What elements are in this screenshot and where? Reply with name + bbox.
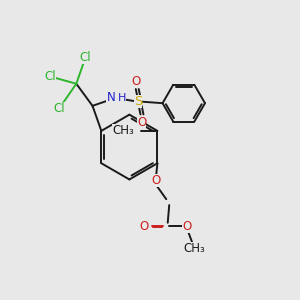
Text: CH₃: CH₃ [112,124,134,137]
Text: O: O [151,174,160,188]
Text: O: O [131,75,140,88]
Text: H: H [118,93,126,103]
Text: Cl: Cl [54,102,65,115]
Text: O: O [182,220,191,233]
Text: Cl: Cl [44,70,56,83]
Text: Cl: Cl [79,51,91,64]
Text: O: O [137,116,146,128]
Text: CH₃: CH₃ [184,242,206,255]
Text: N: N [106,92,115,104]
Text: S: S [134,95,142,108]
Text: O: O [140,220,149,233]
